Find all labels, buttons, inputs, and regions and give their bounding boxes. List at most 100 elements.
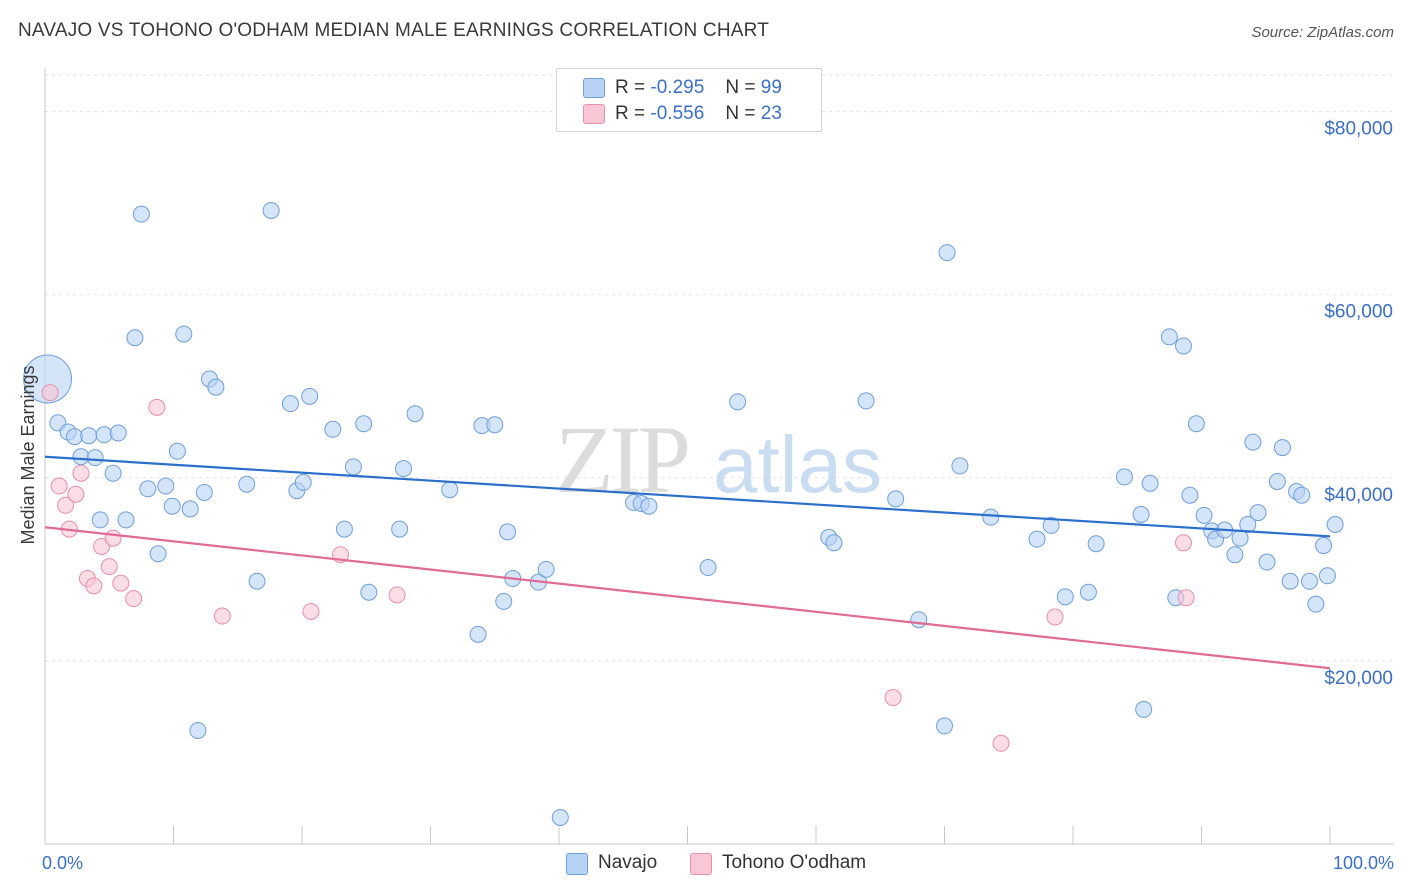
legend-swatch-navajo xyxy=(583,78,605,98)
legend-n-label: N = xyxy=(725,77,756,98)
navajo-point xyxy=(344,458,362,476)
data-points xyxy=(23,201,1344,826)
legend-r-label: R = xyxy=(615,103,646,124)
navajo-point xyxy=(1187,415,1205,433)
legend-r-value: -0.556 xyxy=(650,103,705,124)
navajo-point xyxy=(495,592,513,610)
navajo-point xyxy=(1258,553,1276,571)
navajo-point xyxy=(207,378,225,396)
navajo-point xyxy=(1239,515,1257,533)
x-tick-label-min: 0.0% xyxy=(42,853,83,873)
bottom-legend-label-tohono: Tohono O'odham xyxy=(722,852,867,873)
navajo-point xyxy=(1300,572,1318,590)
navajo-point xyxy=(857,392,875,410)
navajo-point xyxy=(149,545,167,563)
navajo-point xyxy=(86,449,104,467)
navajo-point xyxy=(1249,504,1267,522)
navajo-point xyxy=(551,808,569,826)
navajo-point xyxy=(168,442,186,460)
tohono-point xyxy=(1175,534,1193,552)
navajo-point xyxy=(951,457,969,475)
y-tick-label: $40,000 xyxy=(1324,485,1393,506)
tohono-point xyxy=(85,577,103,595)
tohono-point xyxy=(125,590,143,608)
tohono-point xyxy=(93,537,111,555)
tohono-point xyxy=(213,607,231,625)
tohono-point xyxy=(388,586,406,604)
navajo-point xyxy=(1115,468,1133,486)
navajo-point xyxy=(238,475,256,493)
tohono-point xyxy=(112,574,130,592)
navajo-point xyxy=(117,511,135,529)
navajo-point xyxy=(1281,572,1299,590)
legend-swatch-tohono xyxy=(583,104,605,124)
navajo-point xyxy=(1087,535,1105,553)
navajo-point xyxy=(181,500,199,518)
navajo-point xyxy=(248,572,266,590)
navajo-point xyxy=(23,354,73,404)
tohono-point xyxy=(41,384,59,402)
bottom-legend-swatch-navajo xyxy=(566,853,588,875)
tohono-point xyxy=(148,398,166,416)
navajo-point xyxy=(1042,516,1060,534)
navajo-point xyxy=(887,490,905,508)
bottom-legend-label-navajo: Navajo xyxy=(598,852,658,873)
navajo-point xyxy=(1244,433,1262,451)
navajo-point xyxy=(1079,583,1097,601)
navajo-point xyxy=(72,448,90,466)
navajo-point xyxy=(640,497,658,515)
navajo-point xyxy=(281,395,299,413)
navajo-point xyxy=(1160,328,1178,346)
navajo-point xyxy=(1135,700,1153,718)
navajo-point xyxy=(486,416,504,434)
navajo-point xyxy=(95,426,113,444)
y-tick-label: $60,000 xyxy=(1324,302,1393,323)
navajo-point xyxy=(729,393,747,411)
tohono-point xyxy=(104,529,122,547)
tohono-point xyxy=(884,689,902,707)
tohono-point xyxy=(67,485,85,503)
navajo-point xyxy=(109,424,127,442)
watermark-atlas: atlas xyxy=(713,420,882,509)
navajo-point xyxy=(1226,546,1244,564)
navajo-point xyxy=(1315,537,1333,555)
navajo-point xyxy=(163,497,181,515)
navajo-point xyxy=(1181,486,1199,504)
navajo-point xyxy=(301,387,319,405)
navajo-point xyxy=(469,625,487,643)
navajo-point xyxy=(1141,474,1159,492)
axes xyxy=(44,68,1394,845)
navajo-point xyxy=(294,473,312,491)
tohono-point xyxy=(1046,608,1064,626)
tohono-point xyxy=(100,558,118,576)
navajo-point xyxy=(189,721,207,739)
watermark-zip: ZIP xyxy=(555,406,688,513)
legend-n-value: 99 xyxy=(760,77,782,98)
tohono-point xyxy=(1177,589,1195,607)
y-tick-label: $20,000 xyxy=(1324,668,1393,689)
x-tick-label-max: 100.0% xyxy=(1333,853,1394,873)
navajo-point xyxy=(66,428,84,446)
navajo-point xyxy=(324,420,342,438)
navajo-point xyxy=(1326,515,1344,533)
y-axis-label: Median Male Earnings xyxy=(18,365,38,544)
y-tick-label: $80,000 xyxy=(1324,119,1393,140)
legend: R = -0.295 N = 99 R = -0.556 N = 23 xyxy=(556,68,822,132)
watermark: ZIP atlas xyxy=(555,406,882,513)
navajo-point xyxy=(1056,588,1074,606)
navajo-trend-line xyxy=(44,455,1331,538)
navajo-point xyxy=(391,520,409,538)
tohono-point xyxy=(302,602,320,620)
tohono-point xyxy=(50,477,68,495)
legend-n-value: 23 xyxy=(760,103,782,124)
navajo-point xyxy=(441,481,459,499)
chart-title: NAVAJO VS TOHONO O'ODHAM MEDIAN MALE EAR… xyxy=(18,20,770,41)
navajo-point xyxy=(139,480,157,498)
navajo-point xyxy=(1268,472,1286,490)
navajo-point xyxy=(355,415,373,433)
bottom-legend-swatch-tohono xyxy=(690,853,712,875)
navajo-point xyxy=(1195,506,1213,524)
navajo-point xyxy=(537,560,555,578)
navajo-point xyxy=(1307,595,1325,613)
